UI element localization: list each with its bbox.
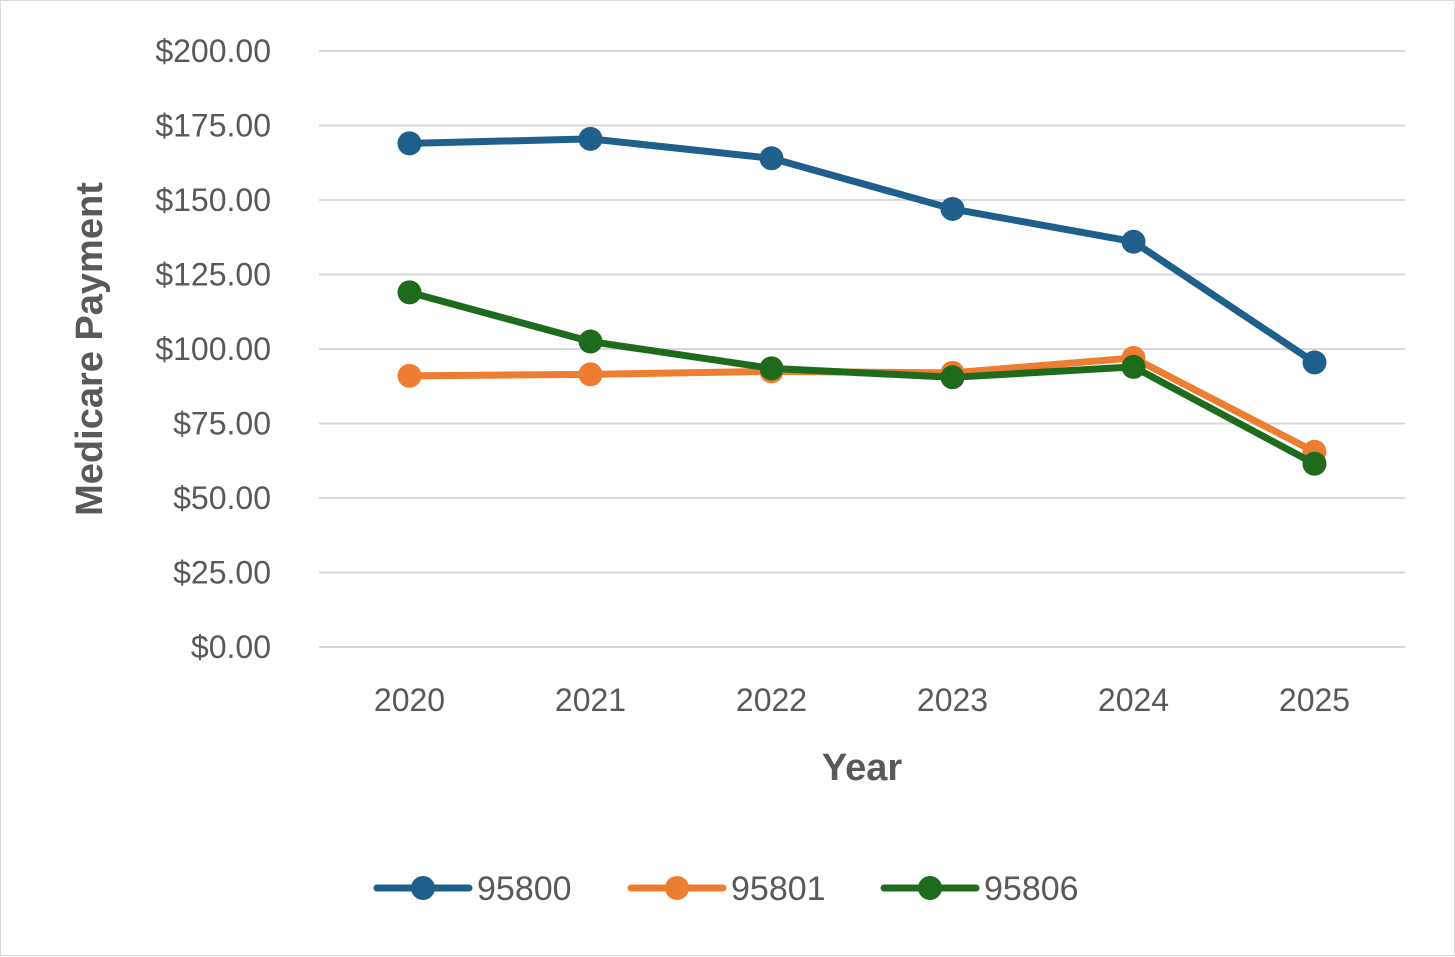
data-point-95806-2020 xyxy=(397,280,422,305)
legend-label: 95800 xyxy=(477,870,572,908)
legend-item-95801: 95801 xyxy=(627,870,826,908)
legend-label: 95806 xyxy=(984,870,1079,908)
data-point-95806-2025 xyxy=(1302,451,1327,476)
y-axis-title: Medicare Payment xyxy=(69,182,111,516)
data-point-95806-2024 xyxy=(1121,354,1146,379)
legend-item-95806: 95806 xyxy=(880,870,1079,908)
y-tick-label: $125.00 xyxy=(155,257,271,293)
data-point-95800-2020 xyxy=(397,131,422,156)
y-tick-label: $200.00 xyxy=(155,33,271,69)
legend-swatch-marker xyxy=(918,876,942,900)
x-tick-label: 2023 xyxy=(917,682,988,718)
data-point-95800-2021 xyxy=(578,126,603,151)
y-tick-label: $25.00 xyxy=(173,555,271,591)
legend: 95800 95801 95806 xyxy=(373,870,1079,908)
y-tick-label: $0.00 xyxy=(191,629,271,665)
legend-label: 95801 xyxy=(731,870,826,908)
x-tick-label: 2022 xyxy=(736,682,807,718)
series-line-95806 xyxy=(406,288,1318,468)
x-tick-label: 2024 xyxy=(1098,682,1169,718)
data-point-95806-2022 xyxy=(759,356,784,381)
x-tick-label: 2021 xyxy=(555,682,626,718)
data-point-95806-2023 xyxy=(940,365,965,390)
data-point-95800-2025 xyxy=(1302,350,1327,375)
data-point-95800-2023 xyxy=(940,196,965,221)
x-tick-label: 2025 xyxy=(1279,682,1350,718)
y-tick-label: $175.00 xyxy=(155,108,271,144)
series-95800 xyxy=(397,126,1327,375)
legend-swatch-marker xyxy=(411,876,435,900)
data-point-95801-2021 xyxy=(578,362,603,387)
data-point-95806-2021 xyxy=(578,329,603,354)
x-tick-label: 2020 xyxy=(374,682,445,718)
series-95801 xyxy=(397,345,1327,464)
legend-item-95800: 95800 xyxy=(373,870,572,908)
series-line-95800 xyxy=(406,135,1318,366)
series-lines xyxy=(397,126,1327,476)
x-axis-title: Year xyxy=(822,747,903,789)
y-tick-labels: $0.00 $25.00 $50.00 $75.00 $100.00 $125.00 $15… xyxy=(155,33,271,665)
series-95806 xyxy=(397,280,1327,476)
data-point-95800-2022 xyxy=(759,146,784,171)
data-point-95800-2024 xyxy=(1121,229,1146,254)
y-tick-label: $50.00 xyxy=(173,480,271,516)
y-tick-label: $150.00 xyxy=(155,182,271,218)
x-tick-labels: 2020 2021 2022 2023 2024 2025 xyxy=(374,682,1350,718)
gridlines xyxy=(319,50,1405,648)
y-tick-label: $100.00 xyxy=(155,331,271,367)
legend-swatch-marker xyxy=(665,876,689,900)
y-tick-label: $75.00 xyxy=(173,406,271,442)
data-point-95801-2020 xyxy=(397,363,422,388)
